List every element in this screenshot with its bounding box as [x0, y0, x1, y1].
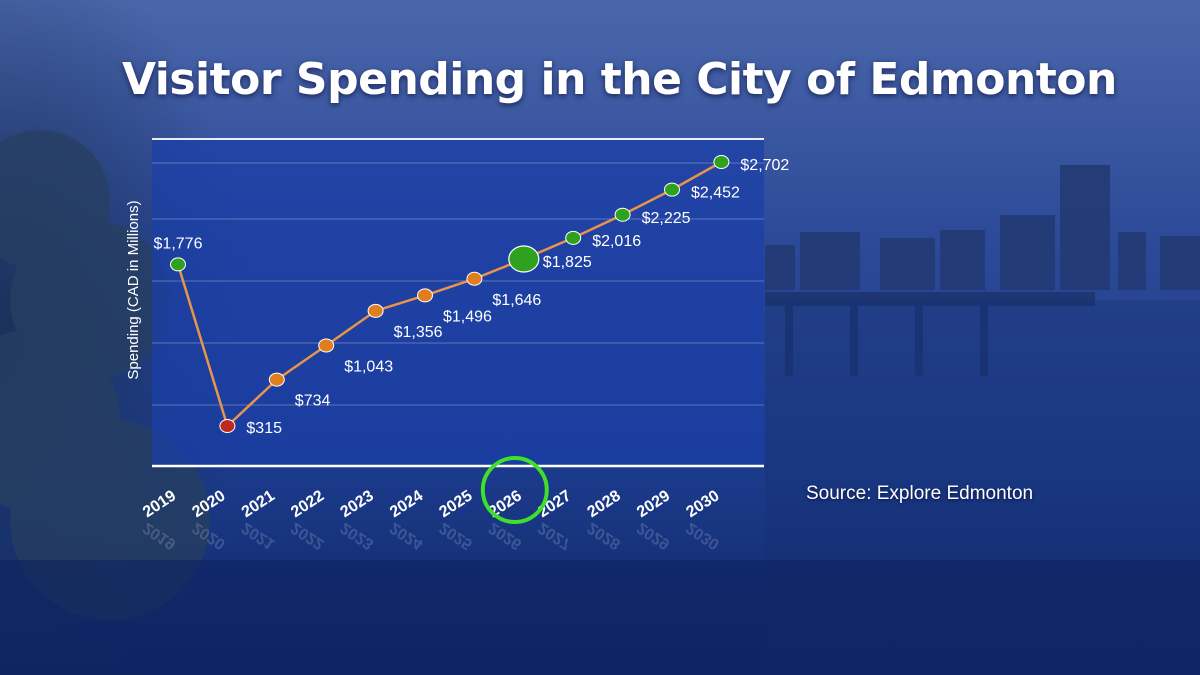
x-tick-2020: 2020 [189, 487, 228, 521]
data-point-2027 [565, 230, 582, 245]
x-tick-reflection-2027: 2027 [535, 519, 574, 553]
x-tick-2026: 2026 [486, 487, 525, 521]
x-tick-reflection-2026: 2026 [486, 519, 525, 553]
x-tick-2029: 2029 [634, 487, 673, 521]
data-point-2021 [268, 372, 285, 387]
chart-title: Visitor Spending in the City of Edmonton [122, 54, 1117, 105]
x-tick-reflection-2019: 2019 [140, 519, 179, 553]
skyline [765, 165, 1200, 290]
data-point-2019 [170, 257, 186, 272]
x-tick-reflection-2030: 2030 [683, 519, 722, 553]
x-tick-reflection-2020: 2020 [189, 519, 228, 553]
data-label-2022: $1,043 [344, 358, 393, 375]
data-label-2025: $1,646 [492, 292, 541, 309]
data-points [170, 155, 730, 433]
x-tick-reflection-2028: 2028 [585, 519, 624, 553]
data-point-2022 [318, 338, 335, 353]
data-point-2026 [508, 245, 540, 273]
data-label-2021: $734 [295, 393, 331, 410]
x-tick-2030: 2030 [683, 487, 722, 521]
data-point-2024 [417, 288, 433, 303]
source-note: Source: Explore Edmonton [806, 483, 1034, 504]
x-tick-2021: 2021 [239, 487, 278, 521]
data-point-2030 [713, 155, 730, 169]
data-point-2025 [466, 271, 483, 286]
x-tick-reflection-2023: 2023 [338, 519, 377, 553]
x-tick-2022: 2022 [288, 487, 327, 521]
x-tick-reflection-2024: 2024 [387, 519, 426, 553]
x-tick-2023: 2023 [338, 487, 377, 521]
data-label-2029: $2,452 [691, 185, 740, 202]
data-labels: $1,776 $315 $734 $1,043$1,356$1,496$1,646 $1… [154, 157, 790, 437]
data-label-2023: $1,356 [394, 324, 443, 341]
data-label-2020: $315 [246, 420, 282, 437]
data-label-2030: $2,702 [740, 157, 789, 174]
x-tick-reflection-2021: 2021 [239, 519, 278, 553]
data-point-2023 [367, 303, 384, 318]
bridge [765, 292, 1095, 376]
data-point-2028 [614, 207, 631, 222]
gridlines [152, 138, 764, 468]
x-tick-2028: 2028 [585, 487, 624, 521]
data-label-2027: $2,016 [592, 233, 641, 250]
x-tick-reflection-2022: 2022 [288, 519, 327, 553]
x-tick-2027: 2027 [535, 487, 574, 521]
data-point-2029 [664, 182, 680, 197]
series-line [176, 160, 723, 429]
x-tick-reflection-2025: 2025 [436, 519, 475, 553]
tick-label-reflections: 2019 2020 2021 2022 2023 2024 2025 2026 2027 2028… [140, 519, 723, 553]
data-label-2026: $1,825 [543, 254, 592, 271]
data-label-2024: $1,496 [443, 308, 492, 325]
y-axis-label: Spending (CAD in Millions) [125, 200, 142, 379]
x-tick-2025: 2025 [436, 487, 475, 521]
x-tick-reflection-2029: 2029 [634, 519, 673, 553]
x-tick-2024: 2024 [387, 487, 426, 521]
data-label-2019: $1,776 [154, 235, 203, 252]
data-label-2028: $2,225 [642, 210, 691, 227]
highlight-ring-2026 [480, 456, 549, 524]
x-tick-2019: 2019 [140, 487, 179, 521]
x-tick-labels: 2019 2020 2021 2022 2023 2024 2025 2026 2027 2028… [140, 487, 723, 521]
data-point-2020 [219, 419, 236, 433]
